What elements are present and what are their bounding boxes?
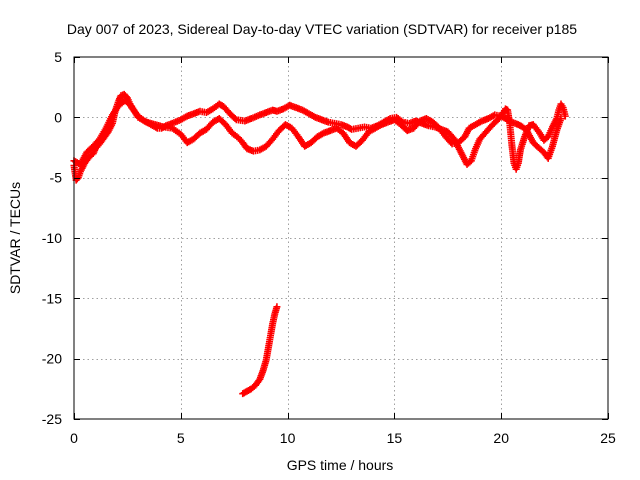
y-tick-label: -25	[42, 411, 62, 427]
grid	[74, 57, 608, 419]
data-points	[70, 90, 569, 398]
y-tick-label: -20	[42, 351, 62, 367]
x-tick-label: 5	[177, 430, 185, 446]
series-trace-secondary	[70, 96, 565, 168]
x-axis-label: GPS time / hours	[287, 457, 394, 473]
data-point	[557, 115, 565, 123]
series-trace-low-arc	[239, 303, 281, 398]
y-axis-label: SDTVAR / TECUs	[7, 182, 23, 294]
y-tick-label: -15	[42, 290, 62, 306]
y-tick-label: -5	[50, 170, 63, 186]
data-point	[561, 112, 569, 120]
y-tick-label: 0	[54, 109, 62, 125]
y-tick-label: 5	[54, 49, 62, 65]
x-tick-label: 20	[493, 430, 509, 446]
x-tick-label: 0	[70, 430, 78, 446]
x-tick-label: 10	[280, 430, 296, 446]
axis-ticks: 0 5 10 15 20 25 5 0 -5 -10 -15 -20 -25	[42, 49, 616, 446]
x-tick-label: 15	[387, 430, 403, 446]
data-point	[273, 303, 281, 311]
y-tick-label: -10	[42, 230, 62, 246]
chart-title: Day 007 of 2023, Sidereal Day-to-day VTE…	[67, 21, 577, 37]
x-tick-label: 25	[600, 430, 616, 446]
data-point	[231, 115, 239, 123]
